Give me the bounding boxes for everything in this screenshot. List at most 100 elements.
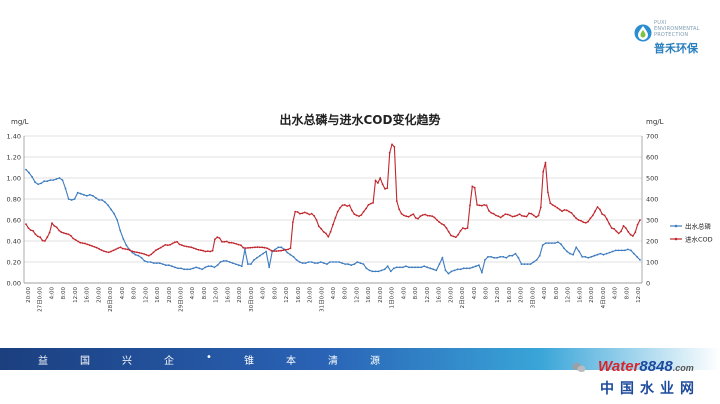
point-total-phosphorus (119, 229, 122, 232)
point-total-phosphorus (134, 253, 137, 256)
point-total-phosphorus (143, 260, 146, 262)
point-influent-cod (620, 230, 622, 233)
point-influent-cod (88, 244, 91, 247)
point-influent-cod (240, 244, 242, 247)
point-total-phosphorus (462, 267, 465, 270)
point-influent-cod (95, 246, 98, 249)
point-total-phosphorus (572, 253, 574, 256)
x-tick-label: 4:00 (120, 287, 126, 300)
point-influent-cod (103, 250, 105, 253)
point-total-phosphorus (31, 176, 33, 178)
point-influent-cod (362, 210, 365, 213)
point-influent-cod (211, 249, 214, 252)
point-influent-cod (452, 235, 455, 238)
point-total-phosphorus (447, 272, 450, 275)
x-tick-label: 20:00 (26, 287, 32, 303)
x-tick-label: 4:00 (261, 287, 267, 300)
point-total-phosphorus (55, 178, 58, 180)
point-total-phosphorus (593, 254, 596, 257)
point-total-phosphorus (633, 252, 635, 255)
point-influent-cod (561, 210, 563, 213)
x-tick-label: 4:00 (190, 287, 196, 300)
point-influent-cod (235, 243, 238, 245)
left-tick-label: 0.60 (7, 217, 21, 225)
slogan-char: 企 (164, 356, 174, 367)
point-total-phosphorus (408, 266, 410, 269)
point-total-phosphorus (137, 254, 140, 257)
point-influent-cod (254, 246, 256, 249)
point-total-phosphorus (107, 204, 109, 207)
point-total-phosphorus (171, 265, 173, 268)
point-influent-cod (428, 214, 431, 217)
point-influent-cod (39, 236, 42, 239)
footer-cn: 中国水业网 (600, 381, 700, 397)
point-influent-cod (341, 204, 344, 207)
point-influent-cod (480, 204, 483, 207)
point-influent-cod (490, 212, 493, 214)
slogan-char: 清 (328, 356, 338, 367)
point-influent-cod (473, 186, 476, 189)
x-tick-label: 12:00 (566, 287, 572, 303)
point-total-phosphorus (113, 212, 115, 215)
point-influent-cod (568, 210, 571, 213)
point-influent-cod (107, 251, 110, 254)
point-influent-cod (173, 241, 176, 244)
point-influent-cod (315, 219, 318, 221)
point-total-phosphorus (399, 266, 401, 269)
x-tick-label: 12:00 (636, 287, 642, 303)
point-total-phosphorus (560, 243, 562, 246)
point-total-phosphorus (626, 248, 629, 251)
point-total-phosphorus (551, 242, 553, 245)
point-total-phosphorus (547, 242, 550, 245)
point-total-phosphorus (228, 261, 231, 263)
point-influent-cod (303, 211, 306, 214)
x-tick-label: 8:00 (61, 287, 67, 300)
right-tick-label: 600 (646, 154, 658, 162)
point-influent-cod (462, 227, 464, 229)
point-influent-cod (502, 214, 504, 217)
point-influent-cod (433, 216, 436, 219)
point-influent-cod (457, 233, 460, 236)
point-total-phosphorus (250, 263, 252, 265)
point-influent-cod (419, 215, 422, 218)
point-total-phosphorus (110, 208, 112, 211)
point-total-phosphorus (40, 182, 43, 185)
point-influent-cod (121, 247, 124, 250)
point-total-phosphorus (490, 255, 492, 258)
point-total-phosphorus (438, 263, 441, 265)
point-influent-cod (624, 227, 627, 229)
point-influent-cod (55, 226, 58, 229)
point-influent-cod (251, 246, 254, 249)
point-total-phosphorus (101, 199, 103, 201)
point-influent-cod (206, 250, 209, 253)
point-total-phosphorus (499, 255, 502, 258)
point-total-phosphorus (204, 266, 207, 269)
x-tick-label: 20:00 (237, 287, 243, 303)
water8848-logo: Water8848.com 中国水业网 (592, 358, 712, 402)
point-total-phosphorus (350, 264, 353, 267)
company-logo: PUXI ENVIRONMENTAL PROTECTION 普禾环保 (634, 18, 710, 55)
x-tick-label: 12:00 (73, 287, 79, 303)
point-influent-cod (497, 215, 500, 218)
point-influent-cod (44, 240, 46, 242)
point-influent-cod (126, 248, 129, 251)
point-total-phosphorus (219, 261, 222, 263)
x-tick-label: 27日0:00 (37, 287, 44, 312)
point-influent-cod (535, 216, 537, 218)
point-total-phosphorus (140, 256, 143, 259)
right-tick-label: 200 (646, 238, 658, 246)
point-influent-cod (381, 183, 384, 186)
point-influent-cod (525, 215, 528, 218)
point-total-phosphorus (85, 194, 88, 197)
point-total-phosphorus (435, 269, 438, 272)
point-total-phosphorus (122, 238, 125, 240)
point-influent-cod (171, 242, 174, 245)
point-influent-cod (617, 232, 620, 235)
point-total-phosphorus (557, 241, 559, 244)
point-total-phosphorus (617, 249, 620, 252)
point-influent-cod (577, 219, 580, 221)
point-influent-cod (391, 143, 393, 146)
point-influent-cod (634, 231, 637, 234)
point-influent-cod (565, 209, 568, 212)
point-influent-cod (426, 214, 429, 217)
